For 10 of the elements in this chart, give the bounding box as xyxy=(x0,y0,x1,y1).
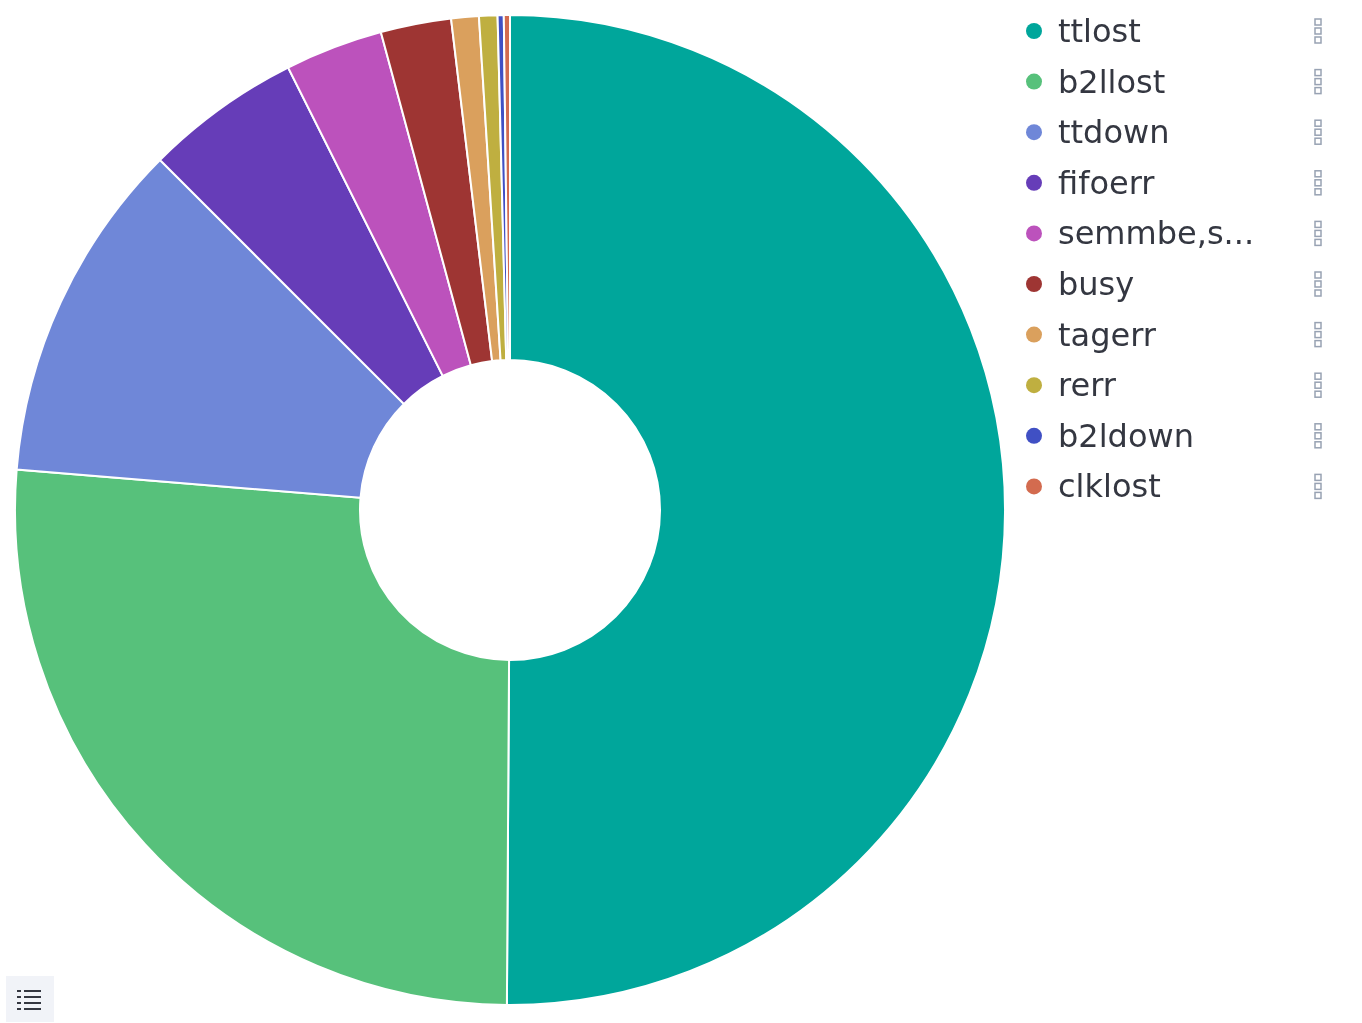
legend-label: semmbe,s... xyxy=(1058,214,1255,253)
legend-label: rerr xyxy=(1058,366,1117,405)
legend-label: b2llost xyxy=(1058,62,1166,101)
legend-label: tagerr xyxy=(1058,315,1157,354)
legend-label: busy xyxy=(1058,265,1135,303)
legend-label: clklost xyxy=(1058,467,1161,506)
legend-label: ttdown xyxy=(1058,113,1170,152)
legend-label: b2ldown xyxy=(1058,416,1194,455)
legend-label: ttlost xyxy=(1058,12,1141,50)
legend-label: fifoerr xyxy=(1058,163,1156,202)
